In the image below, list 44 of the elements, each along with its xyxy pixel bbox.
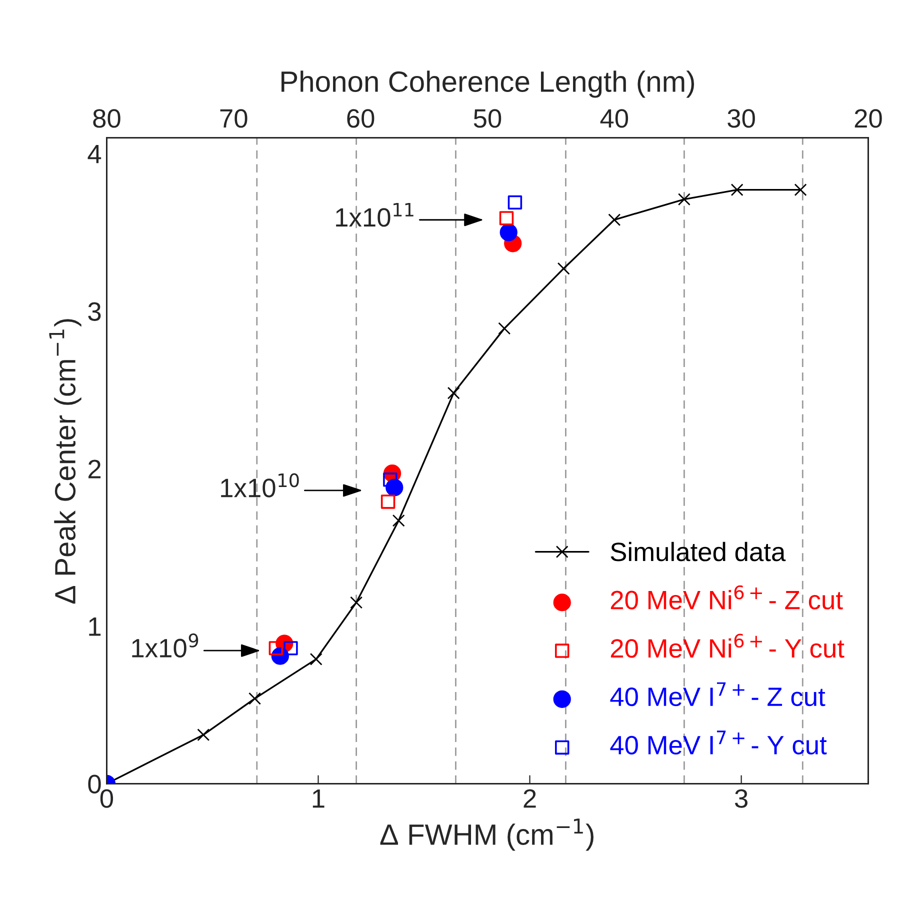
point bbox=[447, 386, 460, 400]
point bbox=[268, 641, 284, 656]
point bbox=[678, 193, 690, 206]
point bbox=[608, 214, 621, 226]
y-tick-label: 0 bbox=[88, 774, 101, 794]
point bbox=[499, 211, 514, 226]
x-tick-label: 1 bbox=[312, 789, 324, 808]
x-tick-label: 2 bbox=[524, 789, 536, 808]
x2-tick-label: 40 bbox=[600, 109, 628, 128]
x2-tick-label: 60 bbox=[347, 109, 374, 128]
legend-label: 40 MeV I$^{7+}$- Z cut bbox=[610, 682, 826, 706]
x2-axis-title: Phonon Coherence Length (nm) bbox=[282, 70, 694, 98]
x2-tick-label: 70 bbox=[220, 109, 248, 128]
point bbox=[380, 494, 396, 509]
legend-label: 40 MeV I$^{7+}$- Y cut bbox=[610, 730, 827, 754]
legend-label: 20 MeV Ni$^{6+}$- Y cut bbox=[610, 634, 844, 658]
point bbox=[500, 224, 518, 242]
point bbox=[730, 184, 744, 196]
point bbox=[794, 184, 807, 196]
legend-label: Simulated data bbox=[610, 542, 786, 562]
point bbox=[498, 322, 511, 335]
point bbox=[557, 262, 570, 275]
annotation: 1x10$^{11}$ bbox=[336, 202, 414, 227]
point bbox=[197, 728, 210, 742]
x2-tick-label: 50 bbox=[474, 109, 502, 128]
x2-tick-label: 80 bbox=[93, 109, 120, 128]
x-tick-label: 0 bbox=[100, 789, 114, 808]
y-axis-title: Δ Peak Center (cm$^{−1}$) bbox=[49, 319, 82, 604]
point bbox=[350, 596, 363, 609]
annotation: 1x10$^{9}$ bbox=[132, 633, 198, 658]
y-tick-label: 2 bbox=[88, 460, 101, 478]
point bbox=[310, 652, 322, 666]
y-tick-label: 1 bbox=[89, 618, 101, 636]
x2-tick-label: 20 bbox=[854, 109, 882, 128]
x-tick-label: 3 bbox=[734, 789, 748, 808]
point bbox=[392, 514, 405, 527]
y-tick-label: 4 bbox=[88, 145, 102, 164]
y-tick-label: 3 bbox=[88, 302, 101, 321]
point bbox=[508, 195, 522, 210]
point bbox=[248, 692, 262, 705]
x-axis-title: Δ FWHM (cm$^{−1}$) bbox=[380, 818, 594, 851]
legend-label: 20 MeV Ni$^{6+}$- Z cut bbox=[610, 585, 843, 610]
x2-tick-label: 30 bbox=[728, 109, 755, 128]
annotation: 1x10$^{10}$ bbox=[221, 473, 299, 498]
